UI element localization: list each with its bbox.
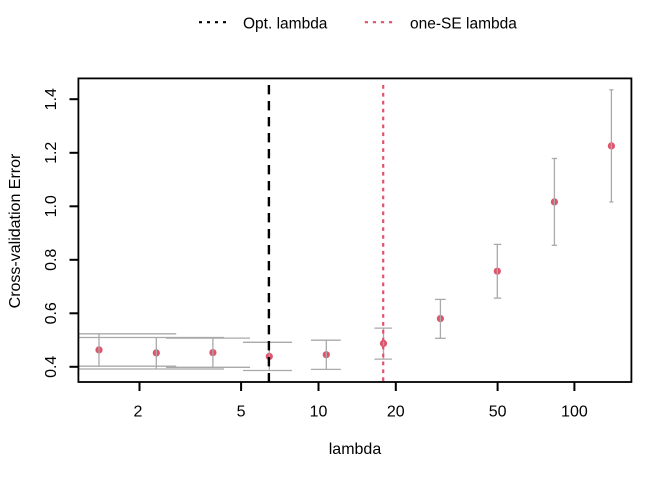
svg-text:10: 10 [310, 404, 328, 421]
svg-text:Cross-validation Error: Cross-validation Error [7, 153, 24, 308]
svg-text:0.8: 0.8 [43, 249, 60, 271]
svg-text:0.6: 0.6 [43, 302, 60, 324]
svg-text:0.4: 0.4 [43, 356, 60, 378]
svg-text:2: 2 [134, 404, 143, 421]
svg-text:1.0: 1.0 [43, 195, 60, 217]
svg-text:5: 5 [237, 404, 246, 421]
svg-text:50: 50 [489, 404, 507, 421]
svg-text:1.4: 1.4 [43, 88, 60, 110]
svg-text:one-SE lambda: one-SE lambda [410, 15, 517, 32]
svg-text:Opt. lambda: Opt. lambda [243, 15, 328, 32]
svg-text:100: 100 [561, 404, 588, 421]
svg-text:20: 20 [387, 404, 405, 421]
svg-text:lambda: lambda [329, 441, 382, 458]
svg-text:1.2: 1.2 [43, 142, 60, 164]
